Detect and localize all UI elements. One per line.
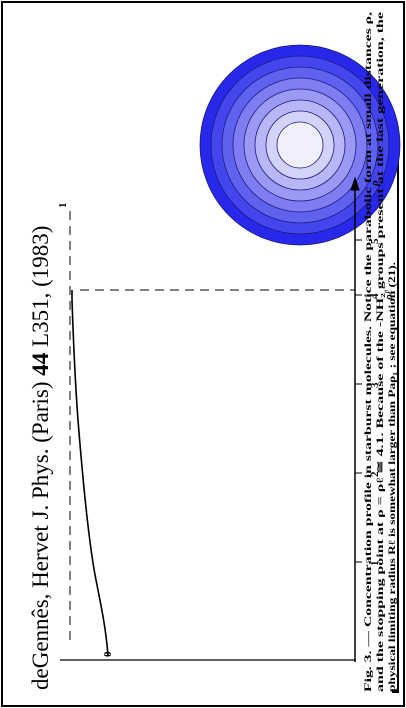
arrow xyxy=(350,176,360,191)
y-tick-label: 0 xyxy=(102,651,114,657)
profile-curve xyxy=(71,290,109,656)
plot xyxy=(60,176,360,662)
journal: J. Phys. (Paris) xyxy=(28,381,53,519)
x-tick-label: 5 xyxy=(369,238,381,244)
limit-label: ρℓ xyxy=(383,289,395,301)
x-tick-label: 1 xyxy=(369,561,381,567)
volume: 44 xyxy=(28,352,53,376)
pages: L351, (1983) xyxy=(28,226,53,347)
caption-line: Fig. 3. — Concentration profile in starb… xyxy=(363,11,374,692)
caption-line: physical limiting radius Rℓ is somewhat … xyxy=(387,262,398,692)
x-tick-label: 2 xyxy=(369,471,381,477)
axis-label: ρ xyxy=(369,180,381,187)
bracket xyxy=(392,160,399,693)
x-tick-label: 3 xyxy=(369,382,381,388)
y-tick-label: 1 xyxy=(57,203,69,209)
x-tick-label: 4 xyxy=(369,293,381,299)
title: deGennês, Hervet J. Phys. (Paris) 44 L35… xyxy=(28,226,53,690)
authors: deGennês, Hervet xyxy=(28,525,53,690)
concentric-disk xyxy=(199,44,401,246)
caption-line: and the stopping point at ρ = ρℓ ≅ 4.1. … xyxy=(375,11,386,692)
ring xyxy=(276,121,324,169)
